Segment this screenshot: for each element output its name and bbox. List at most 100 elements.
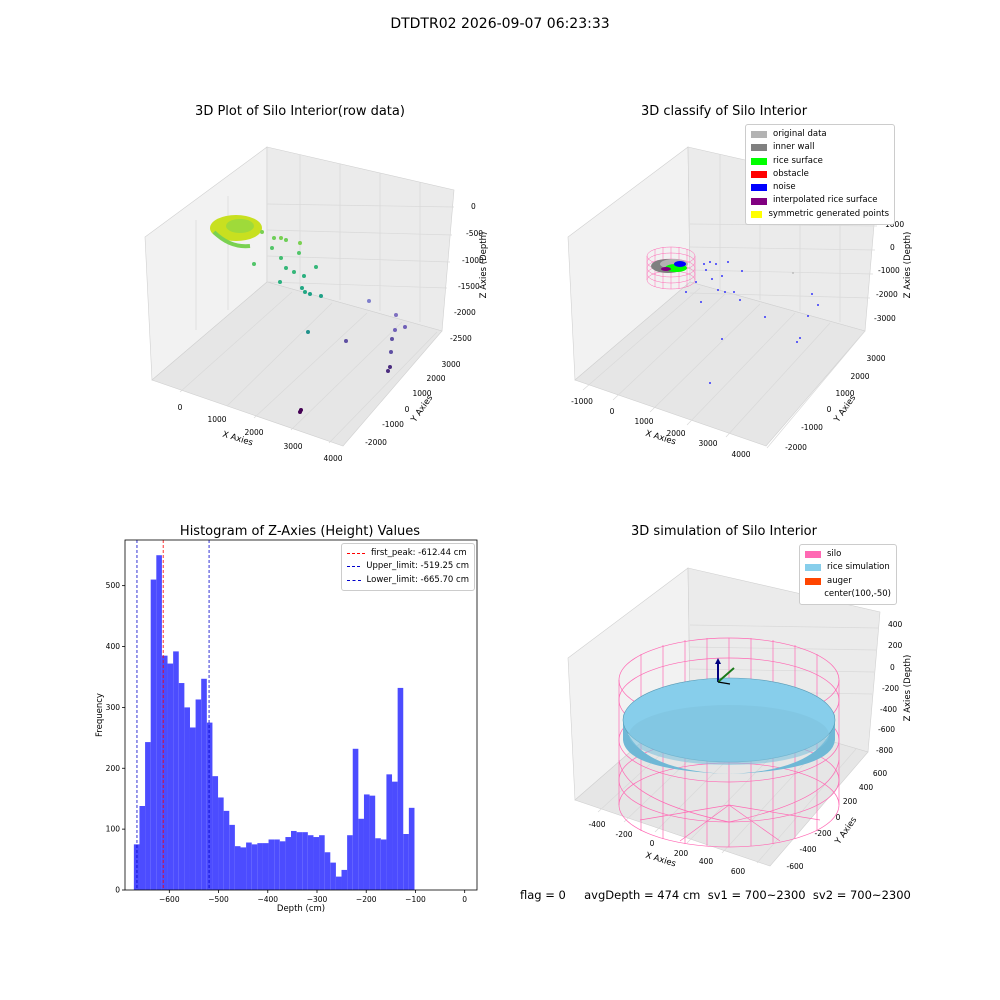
histogram-bar xyxy=(178,683,185,890)
sim-y-tick: -200 xyxy=(814,829,831,838)
classify-noise-point xyxy=(717,289,719,291)
classify-x-tick: 1000 xyxy=(634,417,653,426)
legend-label: interpolated rice surface xyxy=(773,195,878,206)
raw-wall-arc xyxy=(212,230,251,249)
classify-noise-point xyxy=(709,261,711,263)
histogram-bar xyxy=(268,839,275,890)
histogram-bar xyxy=(156,555,162,890)
classify-interpolated xyxy=(661,267,671,271)
legend-swatch xyxy=(805,551,821,559)
histogram-bar xyxy=(397,687,404,890)
histogram-bar xyxy=(296,832,303,890)
legend-label: center(100,-50) xyxy=(824,588,891,599)
histogram-bar xyxy=(307,835,314,890)
histogram-bar xyxy=(240,847,247,890)
sim-z-tick: 400 xyxy=(888,620,903,629)
sim-z-axis-label: Z Axies (Depth) xyxy=(903,655,913,722)
histogram-bar xyxy=(369,795,376,890)
classify-3d-panes xyxy=(567,146,878,447)
raw-point xyxy=(319,294,323,298)
legend-swatch xyxy=(805,577,821,585)
raw-y-tick: -1000 xyxy=(382,420,404,429)
legend-label: silo xyxy=(827,549,842,559)
classify-z-tick: -1000 xyxy=(878,266,900,275)
sim-x-tick: 600 xyxy=(731,867,746,875)
histogram-bar xyxy=(167,663,174,890)
histogram-bar xyxy=(335,876,342,890)
classify-noise-point xyxy=(721,338,723,340)
classify-noise-point xyxy=(817,304,819,306)
histogram-y-tick-label: 400 xyxy=(106,642,121,651)
raw-x-tick: 1000 xyxy=(207,415,226,424)
legend-item: interpolated rice surface xyxy=(751,194,889,207)
classify-x-tick: 4000 xyxy=(731,450,750,459)
sim-y-tick: -400 xyxy=(799,845,816,854)
histogram-bar xyxy=(139,806,146,890)
histogram-bar xyxy=(274,839,280,890)
histogram-x-tick-label: −600 xyxy=(159,895,180,904)
histogram-x-tick-label: −100 xyxy=(405,895,426,904)
histogram-bar xyxy=(352,748,359,890)
sim-z-tick: 0 xyxy=(890,663,895,672)
sim-x-tick: 200 xyxy=(674,849,689,858)
raw-point xyxy=(393,328,397,332)
sim-x-tick: -400 xyxy=(588,820,605,829)
histogram-y-tick-label: 100 xyxy=(106,825,121,834)
histogram-bar xyxy=(313,837,320,890)
histogram-bar xyxy=(363,794,370,890)
legend-swatch xyxy=(751,210,763,218)
histogram-bar xyxy=(251,844,258,890)
histogram-bar xyxy=(218,797,224,890)
raw-3d-panes xyxy=(144,146,455,447)
classify-x-tick: 0 xyxy=(610,407,615,416)
classify-noise-point xyxy=(715,263,717,265)
simulation-legend: silo rice simulation auger center(100,-5… xyxy=(799,544,897,606)
histogram-bar xyxy=(223,810,230,890)
histogram-x-label: Depth (cm) xyxy=(277,904,325,914)
sim-z-tick: -200 xyxy=(882,684,899,693)
histogram-bar xyxy=(145,742,151,890)
legend-label: symmetric generated points xyxy=(768,208,889,219)
raw-3d-plot: 0 1000 2000 3000 4000 -2000 -1000 0 1000… xyxy=(144,146,489,463)
classify-3d-ticks: -1000 0 1000 2000 3000 4000 -2000 -1000 … xyxy=(571,220,904,459)
classify-noise-point xyxy=(705,269,707,271)
classify-noise-point xyxy=(741,270,743,272)
histogram-bar xyxy=(341,869,348,890)
classify-noise-point xyxy=(727,261,729,263)
sim-z-tick: 200 xyxy=(888,641,903,650)
raw-point xyxy=(390,337,394,341)
histogram-bar xyxy=(386,774,393,890)
raw-point xyxy=(306,330,310,334)
histogram-title: Histogram of Z-Axies (Height) Values xyxy=(179,524,421,539)
histogram-x-tick-label: −200 xyxy=(356,895,377,904)
sim-center-axes xyxy=(715,658,735,685)
classify-y-tick: 2000 xyxy=(850,372,869,381)
histogram-bar xyxy=(403,834,409,890)
legend-swatch xyxy=(751,131,767,139)
raw-point xyxy=(297,251,301,255)
histogram-bars xyxy=(133,555,415,890)
histogram-bar xyxy=(150,579,157,890)
legend-label: noise xyxy=(773,182,796,193)
legend-swatch xyxy=(751,184,767,192)
sim-z-tick: -800 xyxy=(876,746,893,755)
classify-noise-core xyxy=(674,261,686,267)
classify-noise-point xyxy=(764,316,766,318)
classify-x-tick: -1000 xyxy=(571,397,593,406)
raw-point xyxy=(272,236,276,240)
raw-point xyxy=(367,299,371,303)
legend-swatch xyxy=(751,171,767,179)
raw-point xyxy=(284,238,288,242)
raw-point xyxy=(403,325,407,329)
status-footer: flag = 0 avgDepth = 474 cm sv1 = 700~230… xyxy=(520,888,911,902)
classify-z-tick: -3000 xyxy=(874,314,896,323)
raw-point xyxy=(292,270,296,274)
legend-item: silo xyxy=(805,548,891,561)
histogram-bar xyxy=(285,837,292,890)
raw-point xyxy=(284,266,288,270)
legend-line xyxy=(347,553,365,555)
legend-swatch xyxy=(751,144,767,152)
histogram-bar xyxy=(392,781,398,890)
raw-point xyxy=(386,369,390,373)
classify-noise-point xyxy=(695,281,697,283)
